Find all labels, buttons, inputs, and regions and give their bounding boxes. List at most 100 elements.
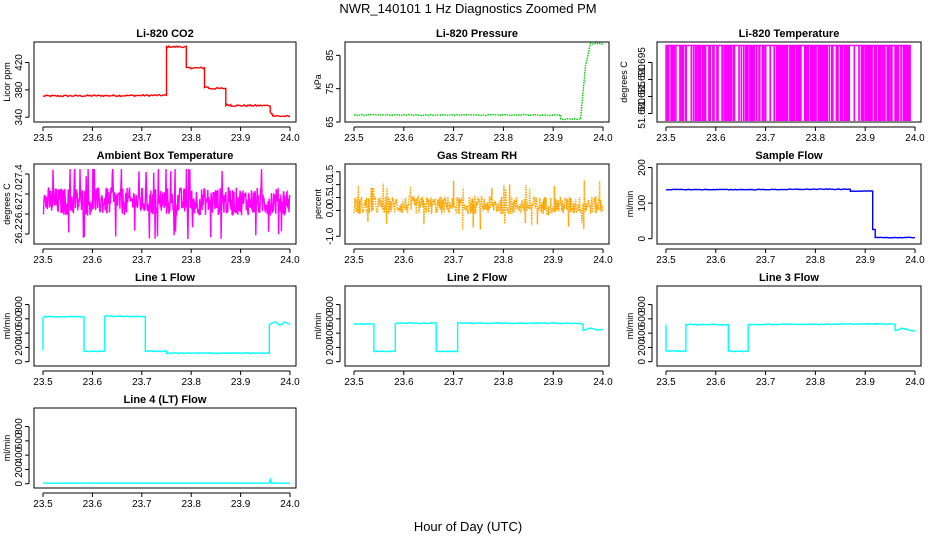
plot-frame [33,285,297,367]
figure-title: NWR_140101 1 Hz Diagnostics Zoomed PM [339,1,596,16]
panel-9: Line 3 Flow 23.5 23.6 23.7 23.8 23.9 24.0 0 2004… [625,272,925,388]
y-tick-label: 600 [14,432,25,449]
x-tick-label: 23.6 [83,499,103,510]
panel-title: Gas Stream RH [437,150,517,162]
y-tick-label: 0 [14,480,25,486]
series-line [353,42,604,121]
y-tick-label: 600 [14,310,25,327]
x-tick-label: 23.6 [394,377,414,388]
x-tick-label: 23.7 [132,499,152,510]
y-tick-label: 0.5 [325,190,336,204]
y-tick-label: 400 [325,324,336,341]
x-tick-label: 24.0 [280,499,300,510]
y-axis-label: ml/min [625,191,635,218]
x-tick-label: 23.5 [33,255,53,266]
x-tick-label: 24.0 [905,377,925,388]
y-tick-label: 51.695 [637,47,648,78]
x-tick-label: 23.7 [132,377,152,388]
y-axis-label: ml/min [625,313,635,340]
series-line [42,168,291,240]
x-tick-label: 24.0 [280,133,300,144]
x-tick-label: 23.8 [181,255,201,266]
x-tick-label: 23.9 [231,499,251,510]
y-tick-label: 0 [637,358,648,364]
x-tick-label: 23.6 [706,255,726,266]
panel-title: Line 1 Flow [135,272,195,284]
panel-5: Gas Stream RH 23.5 23.6 23.7 23.8 23.9 24.0 -1.… [313,150,613,266]
x-tick-label: 23.5 [344,133,364,144]
x-tick-label: 23.8 [494,377,514,388]
figure-xlabel: Hour of Day (UTC) [414,519,522,534]
y-tick-label: 380 [14,81,25,98]
x-tick-label: 23.5 [656,377,676,388]
y-tick-label: 0 [637,235,648,241]
y-tick-label: 200 [325,339,336,356]
panel-title: Li-820 CO2 [136,28,193,40]
x-tick-label: 23.8 [806,377,826,388]
x-tick-label: 23.9 [855,133,875,144]
plot-frame [344,285,610,367]
panel-1: Li-820 CO2 23.5 23.6 23.7 23.8 23.9 24.0 340 380… [2,28,300,144]
y-tick-label: 27.0 [14,184,25,204]
panel-8: Line 2 Flow 23.5 23.6 23.7 23.8 23.9 24.0 0 2004… [313,272,613,388]
panel-2: Li-820 Pressure 23.5 23.6 23.7 23.8 23.9 24.0 6… [313,28,613,144]
x-tick-label: 23.5 [656,133,676,144]
x-tick-label: 23.6 [83,133,103,144]
series-line [353,321,604,353]
panel-title: Li-820 Temperature [739,28,840,40]
y-axis-label: Licor ppm [2,62,12,102]
x-tick-label: 23.5 [344,377,364,388]
x-tick-label: 23.8 [494,255,514,266]
x-tick-label: 23.8 [181,499,201,510]
panel-6: Sample Flow 23.5 23.6 23.7 23.8 23.9 24.0 0 100 2… [625,150,925,266]
x-tick-label: 23.8 [806,255,826,266]
x-tick-label: 23.9 [543,255,563,266]
y-tick-label: 26.6 [14,204,25,224]
y-axis-label: kPa [313,74,323,90]
y-tick-label: 600 [637,310,648,327]
x-tick-label: 23.7 [756,133,776,144]
y-tick-label: 0 [325,358,336,364]
x-tick-label: 23.9 [231,255,251,266]
x-tick-label: 24.0 [905,255,925,266]
plot-frame [656,285,922,367]
x-tick-label: 23.7 [756,255,776,266]
x-tick-label: 23.6 [394,133,414,144]
plot-frame [344,41,610,123]
y-tick-label: 800 [325,296,336,313]
y-tick-label: 0.0 [325,203,336,217]
x-tick-label: 23.7 [132,255,152,266]
y-tick-label: 800 [637,296,648,313]
x-tick-label: 23.5 [656,255,676,266]
y-axis-label: ml/min [313,313,323,340]
x-tick-label: 23.8 [181,133,201,144]
plot-frame [656,163,922,245]
plot-frame [33,407,297,489]
panel-title: Line 3 Flow [759,272,819,284]
series-line [665,44,911,121]
x-tick-label: 23.9 [855,255,875,266]
x-tick-label: 24.0 [280,377,300,388]
x-tick-label: 24.0 [593,255,613,266]
y-tick-label: 27.4 [14,164,25,184]
y-tick-label: 800 [14,296,25,313]
y-tick-label: 51.685 [637,81,648,112]
y-tick-label: 340 [14,108,25,125]
y-tick-label: 400 [14,446,25,463]
x-tick-label: 24.0 [593,377,613,388]
y-axis-label: degrees C [619,61,629,103]
series-line [353,180,604,231]
y-axis-label: ml/min [2,313,12,340]
x-tick-label: 23.6 [83,377,103,388]
panel-title: Line 4 (LT) Flow [124,394,207,406]
series-line [42,45,291,118]
y-tick-label: 65 [325,116,336,128]
x-tick-label: 23.8 [494,133,514,144]
panel-4: Ambient Box Temperature 23.5 23.6 23.7 23.8 2… [2,150,300,266]
panel-7: Line 1 Flow 23.5 23.6 23.7 23.8 23.9 24.0 0 2004… [2,272,300,388]
panel-title: Line 2 Flow [447,272,507,284]
y-axis-label: degrees C [2,183,12,225]
x-tick-label: 24.0 [593,133,613,144]
x-tick-label: 23.5 [33,133,53,144]
